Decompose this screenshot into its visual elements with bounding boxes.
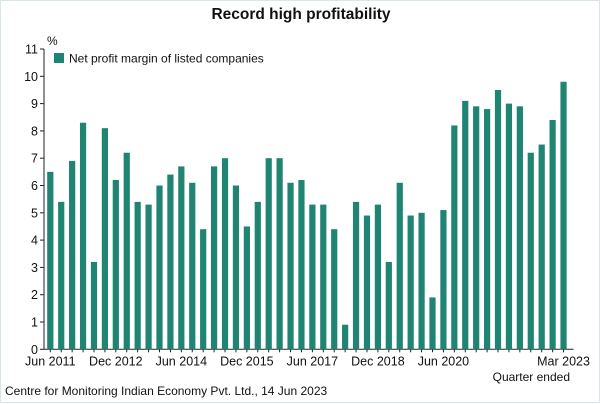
bar-jun-2019 [396, 182, 403, 350]
bar-dec-2017 [331, 229, 338, 350]
bar-jun-2021 [484, 109, 491, 350]
bar-mar-2016 [254, 201, 261, 350]
bar-dec-2015 [243, 226, 250, 350]
bar-sep-2022 [538, 144, 545, 350]
x-tick-label: Dec 2015 [220, 354, 274, 368]
bar-sep-2021 [494, 89, 502, 350]
x-tick-label: Jun 2020 [418, 354, 469, 368]
x-tick-label: Mar 2023 [537, 354, 590, 368]
bar-jun-2012 [90, 261, 98, 350]
bar-mar-2012 [79, 122, 87, 350]
x-tick-label: Jun 2011 [25, 354, 76, 368]
bar-jun-2018 [352, 201, 360, 350]
bar-mar-2018 [342, 324, 349, 350]
bar-jun-2014 [178, 166, 185, 350]
bar-sep-2018 [363, 215, 371, 350]
bar-jun-2020 [440, 210, 447, 350]
bar-jun-2015 [221, 158, 229, 350]
y-tick-label: 9 [31, 97, 38, 111]
bar-mar-2013 [123, 152, 130, 350]
x-tick-label: Jun 2017 [287, 354, 338, 368]
bar-mar-2020 [429, 297, 436, 350]
bars [47, 81, 567, 350]
chart-title: Record high profitability [211, 6, 391, 23]
bar-jun-2022 [527, 152, 534, 350]
bar-dec-2019 [418, 212, 425, 350]
legend: Net profit margin of listed companies [54, 52, 264, 66]
y-tick-label: 3 [31, 261, 38, 275]
bar-dec-2013 [156, 185, 163, 350]
x-axis: Jun 2011 Dec 2012 Jun 2014 Dec 2015 Jun 2017… [25, 348, 590, 368]
bar-mar-2023 [560, 81, 567, 350]
bar-mar-2015 [211, 166, 218, 350]
bar-dec-2011 [69, 160, 76, 350]
bar-sep-2019 [407, 215, 414, 350]
legend-label: Net profit margin of listed companies [69, 52, 264, 66]
source-caption: Centre for Monitoring Indian Economy Pvt… [5, 384, 328, 398]
y-tick-label: 0 [31, 343, 38, 357]
bar-jun-2016 [265, 158, 272, 350]
x-tick-label: Jun 2014 [156, 354, 207, 368]
y-tick-label: 2 [31, 288, 38, 302]
y-axis-unit-label: % [47, 34, 58, 48]
bar-jun-2017 [309, 204, 316, 350]
bar-mar-2021 [473, 106, 480, 350]
bar-sep-2011 [58, 201, 65, 350]
bar-dec-2022 [549, 119, 556, 350]
y-tick-label: 7 [31, 152, 38, 166]
bar-sep-2016 [276, 158, 283, 350]
y-tick-label: 11 [25, 43, 38, 57]
bar-mar-2017 [298, 180, 305, 350]
y-tick-label: 1 [31, 316, 38, 330]
x-tick-label: Dec 2012 [89, 354, 143, 368]
bar-sep-2020 [451, 125, 458, 350]
bar-mar-2022 [516, 106, 523, 350]
bar-sep-2014 [189, 182, 196, 350]
bar-mar-2019 [385, 261, 392, 350]
y-tick-label: 5 [31, 206, 38, 220]
bar-jun-2011 [47, 171, 54, 350]
bar-dec-2020 [462, 100, 469, 350]
y-tick-label: 6 [31, 179, 38, 193]
legend-swatch [54, 53, 64, 63]
bar-sep-2012 [101, 128, 108, 350]
y-tick-label: 4 [31, 234, 38, 248]
x-axis-title: Quarter ended [493, 370, 570, 384]
y-tick-label: 10 [24, 70, 38, 84]
bar-dec-2014 [200, 229, 207, 350]
bar-sep-2017 [320, 204, 327, 350]
bar-mar-2014 [167, 174, 174, 350]
bar-jun-2013 [134, 201, 141, 350]
bar-dec-2021 [505, 103, 513, 350]
bar-dec-2016 [287, 182, 294, 350]
bar-sep-2013 [145, 204, 152, 350]
bar-sep-2015 [232, 185, 240, 350]
y-tick-label: 8 [31, 124, 38, 138]
x-tick-label: Dec 2018 [351, 354, 405, 368]
y-axis: 0 1 2 3 4 5 6 7 8 9 10 11 [24, 43, 45, 357]
bar-dec-2012 [112, 180, 119, 350]
bar-dec-2018 [374, 204, 381, 350]
